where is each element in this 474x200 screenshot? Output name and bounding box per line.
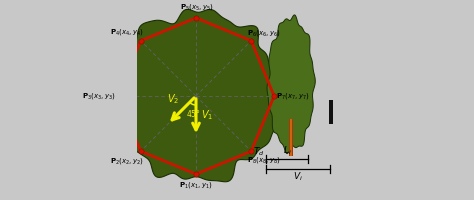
Text: $\mathbf{P}_1(x_1,y_1)$: $\mathbf{P}_1(x_1,y_1)$ [179, 180, 213, 190]
Text: $\mathbf{P}_5(x_5,y_5)$: $\mathbf{P}_5(x_5,y_5)$ [180, 2, 214, 12]
Text: $\mathbf{P}_4(x_4,y_4)$: $\mathbf{P}_4(x_4,y_4)$ [110, 27, 144, 37]
Text: $\mathbf{P}_8(x_8,y_8)$: $\mathbf{P}_8(x_8,y_8)$ [247, 155, 281, 165]
Text: $\mathbf{P}_2(x_2,y_2)$: $\mathbf{P}_2(x_2,y_2)$ [110, 156, 144, 166]
Bar [291, 119, 292, 156]
Text: $\mathbf{P}_3(x_3,y_3)$: $\mathbf{P}_3(x_3,y_3)$ [82, 91, 116, 101]
Bar [289, 119, 293, 156]
Polygon shape [109, 9, 287, 182]
Text: $\mathit{V_i}$: $\mathit{V_i}$ [293, 171, 303, 183]
Text: $\mathbf{P}_6(x_6,y_6)$: $\mathbf{P}_6(x_6,y_6)$ [247, 28, 281, 38]
Text: $V_2$: $V_2$ [167, 92, 179, 106]
Text: $45°$: $45°$ [186, 108, 201, 119]
Text: $V_1$: $V_1$ [201, 108, 213, 122]
Text: $\mathit{L_i}$: $\mathit{L_i}$ [283, 144, 292, 157]
Bar [329, 100, 333, 124]
Text: $\mathbf{P}_7(x_7,y_7)$: $\mathbf{P}_7(x_7,y_7)$ [276, 91, 310, 101]
Text: $\mathit{T_d}$: $\mathit{T_d}$ [253, 146, 264, 158]
Polygon shape [267, 15, 315, 154]
